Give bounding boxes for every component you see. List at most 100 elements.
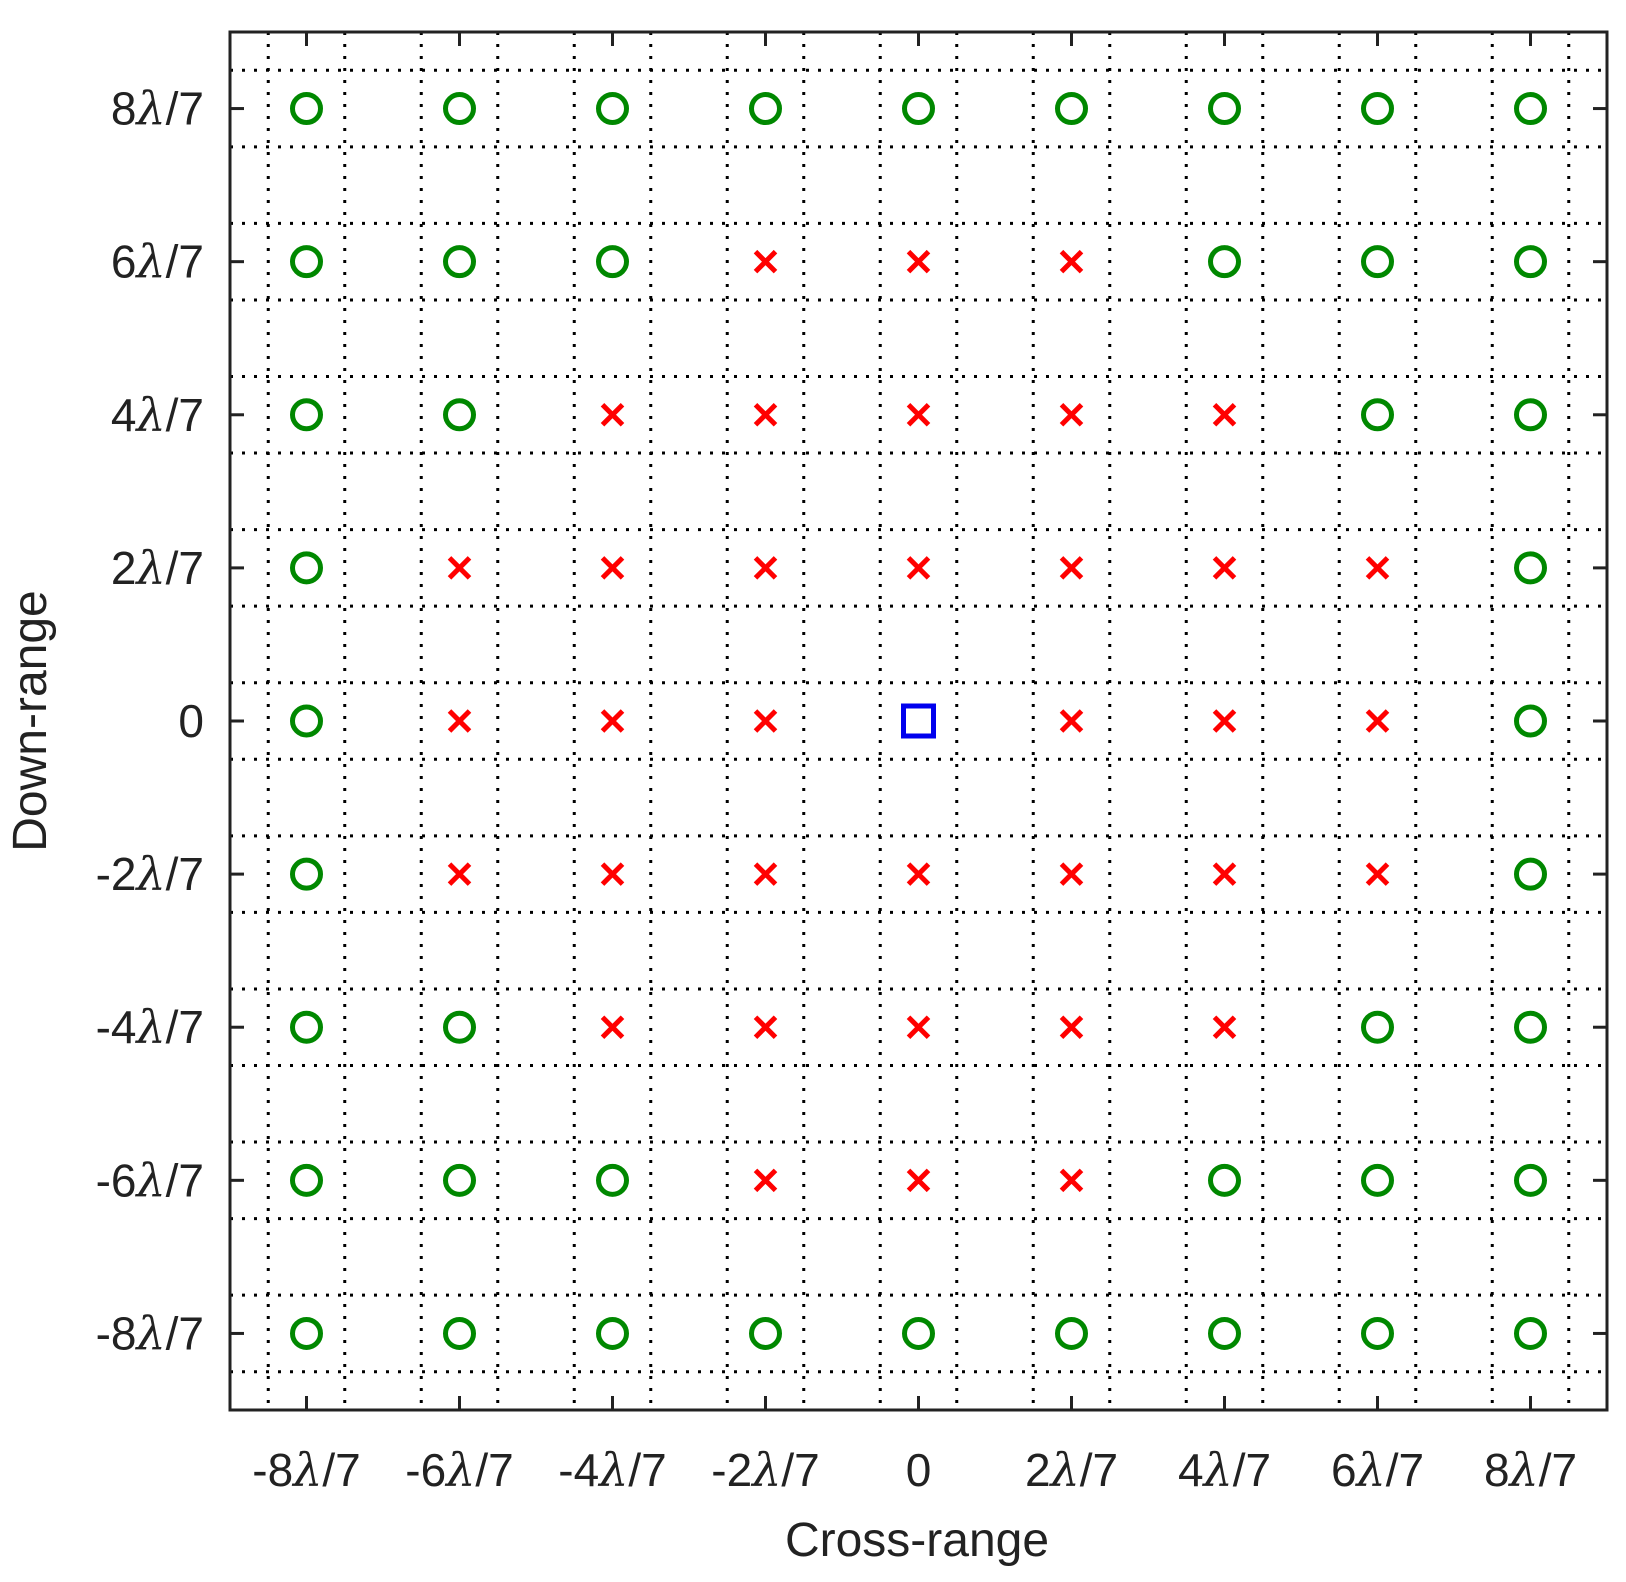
x-marker bbox=[1059, 1168, 1084, 1193]
circle-marker bbox=[290, 857, 323, 891]
circle-marker bbox=[443, 398, 476, 432]
x-tick-label-denominator: /7 bbox=[322, 1444, 360, 1496]
circle-marker bbox=[1208, 1163, 1241, 1197]
y-tick-label-denominator: /7 bbox=[166, 1307, 204, 1359]
circle-marker bbox=[1361, 398, 1394, 432]
x-marker bbox=[447, 556, 472, 580]
x-tick-label-coef: -6 bbox=[405, 1444, 446, 1496]
circle-marker bbox=[1361, 92, 1394, 126]
y-tick-label-lambda: λ bbox=[134, 388, 165, 442]
circle-marker bbox=[1514, 398, 1547, 432]
x-marker bbox=[906, 556, 931, 580]
y-tick-label-denominator: /7 bbox=[166, 236, 204, 288]
x-tick-label-lambda: λ bbox=[291, 1443, 322, 1497]
x-tick-labels: -8λ/7 -6λ/7 -4λ/7 -2λ/7 0 2λ/7 4λ/7 6λ/7 8λ/7 bbox=[252, 1443, 1577, 1497]
y-tick-label: -2λ/7 bbox=[96, 847, 204, 901]
x-tick-label-coef: -4 bbox=[558, 1444, 599, 1496]
x-marker bbox=[753, 1168, 778, 1193]
y-tick-label-coef: 8 bbox=[111, 83, 137, 135]
x-marker bbox=[753, 862, 778, 886]
grid-lines bbox=[230, 32, 1607, 1410]
circle-marker bbox=[1514, 1316, 1547, 1350]
x-tick-label: -2λ/7 bbox=[711, 1443, 819, 1497]
circle-marker bbox=[596, 1316, 629, 1350]
x-tick-label-denominator: /7 bbox=[1233, 1444, 1271, 1496]
x-marker bbox=[753, 709, 778, 733]
x-tick-label-coef: -2 bbox=[711, 1444, 752, 1496]
x-marker bbox=[753, 403, 778, 427]
y-tick-label: -6λ/7 bbox=[96, 1153, 204, 1207]
x-marker bbox=[1365, 862, 1390, 886]
circle-marker bbox=[290, 398, 323, 432]
y-axis-title: Down-range bbox=[4, 590, 57, 851]
circle-marker bbox=[290, 245, 323, 279]
y-tick-labels: 8λ/76λ/74λ/72λ/70-2λ/7-4λ/7-6λ/7-8λ/7 bbox=[96, 82, 204, 1361]
circle-marker bbox=[290, 1163, 323, 1197]
circle-marker bbox=[290, 551, 323, 585]
y-tick-label: 8λ/7 bbox=[111, 82, 204, 136]
data-markers bbox=[290, 92, 1547, 1350]
y-tick-label-lambda: λ bbox=[134, 82, 165, 136]
circle-marker bbox=[290, 92, 323, 126]
y-tick-label-denominator: /7 bbox=[166, 542, 204, 594]
circle-marker bbox=[902, 1316, 935, 1350]
x-marker bbox=[906, 403, 931, 427]
x-axis-title: Cross-range bbox=[785, 1514, 1049, 1567]
x-marker bbox=[753, 249, 778, 274]
circle-marker bbox=[1514, 245, 1547, 279]
y-tick-label-lambda: λ bbox=[134, 847, 165, 901]
circle-marker bbox=[596, 245, 629, 279]
y-tick-label: 0 bbox=[178, 695, 204, 747]
x-marker bbox=[1059, 556, 1084, 580]
x-tick-label-denominator: /7 bbox=[475, 1444, 513, 1496]
x-marker bbox=[753, 556, 778, 580]
x-tick-label: 0 bbox=[906, 1444, 932, 1496]
x-tick-label-lambda: λ bbox=[1049, 1443, 1080, 1497]
circle-marker bbox=[443, 245, 476, 279]
x-marker bbox=[600, 862, 625, 886]
y-tick-label-lambda: λ bbox=[134, 235, 165, 289]
x-marker bbox=[1059, 403, 1084, 427]
x-marker bbox=[1365, 709, 1390, 733]
circle-marker bbox=[1514, 92, 1547, 126]
circle-marker bbox=[1361, 1163, 1394, 1197]
x-tick-label-denominator: /7 bbox=[628, 1444, 666, 1496]
x-marker bbox=[1059, 862, 1084, 886]
circle-marker bbox=[290, 704, 323, 738]
x-tick-label: -8λ/7 bbox=[252, 1443, 360, 1497]
circle-marker bbox=[902, 92, 935, 126]
x-marker bbox=[1212, 709, 1237, 733]
x-tick-label-coef: 8 bbox=[1484, 1444, 1510, 1496]
x-tick-label-denominator: /7 bbox=[1539, 1444, 1577, 1496]
y-tick-label-coef: -8 bbox=[96, 1307, 137, 1359]
circle-marker bbox=[1361, 245, 1394, 279]
x-tick-label-coef: 6 bbox=[1331, 1444, 1357, 1496]
circle-marker bbox=[596, 1163, 629, 1197]
x-tick-label: 8λ/7 bbox=[1484, 1443, 1577, 1497]
y-tick-label: 6λ/7 bbox=[111, 235, 204, 289]
y-tick-label-lambda: λ bbox=[134, 1306, 165, 1360]
circle-marker bbox=[1514, 1010, 1547, 1044]
circle-marker bbox=[1514, 551, 1547, 585]
circle-marker bbox=[1208, 1316, 1241, 1350]
x-tick-label: 6λ/7 bbox=[1331, 1443, 1424, 1497]
y-tick-label-coef: -6 bbox=[96, 1154, 137, 1206]
y-tick-label-denominator: /7 bbox=[166, 83, 204, 135]
x-marker bbox=[1212, 403, 1237, 427]
circle-marker bbox=[1361, 1010, 1394, 1044]
x-marker bbox=[1059, 709, 1084, 733]
circle-marker bbox=[1208, 92, 1241, 126]
circle-marker bbox=[749, 1316, 782, 1350]
circle-marker bbox=[443, 1163, 476, 1197]
y-tick-label-coef: -4 bbox=[96, 1001, 137, 1053]
x-tick-label-denominator: /7 bbox=[1386, 1444, 1424, 1496]
circle-marker bbox=[290, 1010, 323, 1044]
y-tick-label-lambda: λ bbox=[134, 1153, 165, 1207]
y-tick-label: -8λ/7 bbox=[96, 1306, 204, 1360]
circle-marker bbox=[1514, 1163, 1547, 1197]
x-marker bbox=[447, 709, 472, 733]
x-tick-label: 2λ/7 bbox=[1025, 1443, 1118, 1497]
circle-marker bbox=[1361, 1316, 1394, 1350]
y-tick-label-coef: 2 bbox=[111, 542, 137, 594]
